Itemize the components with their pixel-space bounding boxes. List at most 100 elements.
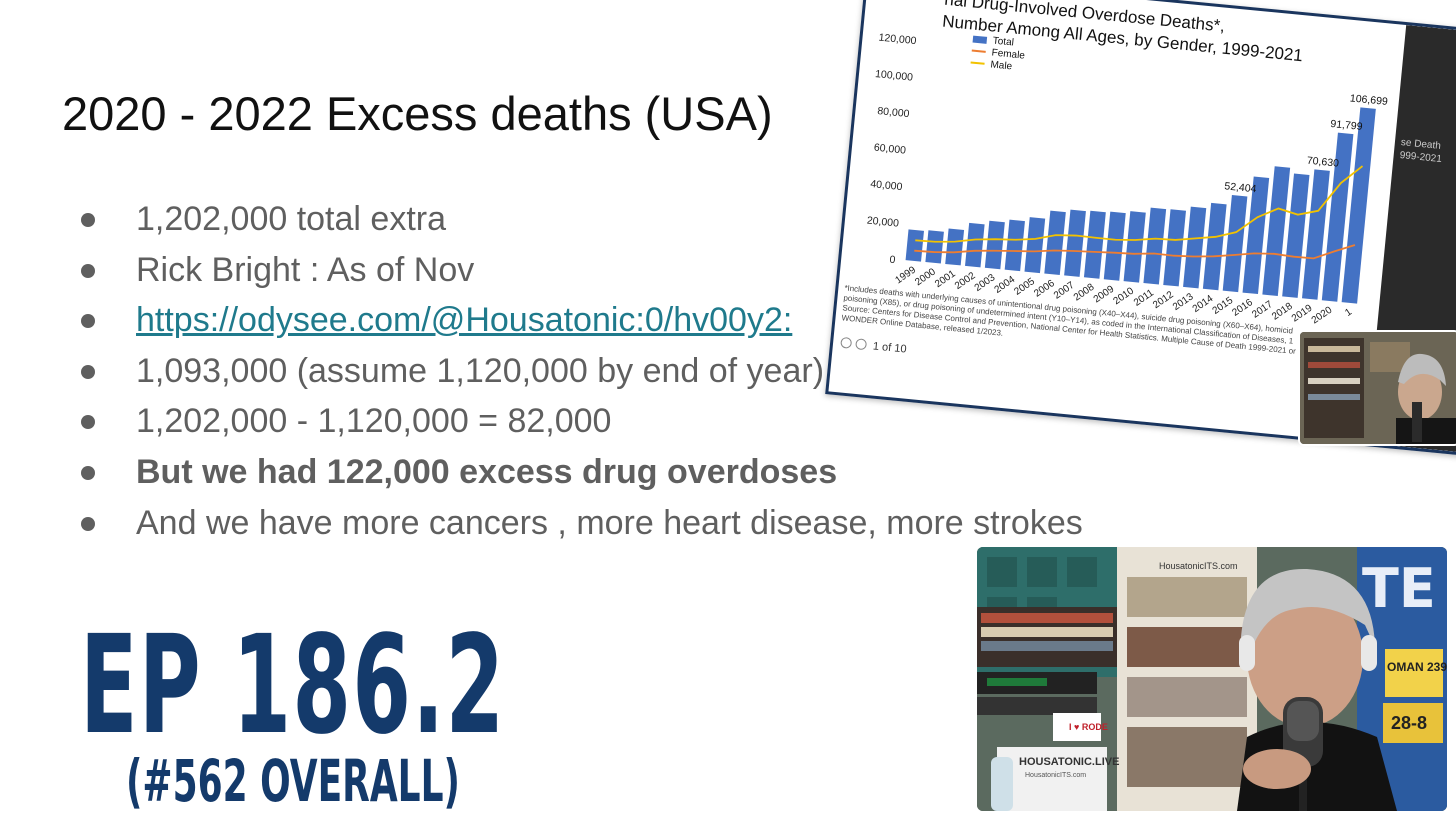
nav-prev-icon[interactable]: [840, 337, 852, 349]
odysee-link[interactable]: https://odysee.com/@Housatonic:0/hv00y2:: [136, 301, 793, 340]
bar-total: [1143, 207, 1167, 285]
bullet-dot: [81, 415, 95, 430]
legend-swatch: [970, 61, 985, 65]
bar-total: [1202, 202, 1227, 291]
legend-label: Male: [990, 59, 1013, 72]
x-tick-label: 2000: [913, 266, 938, 288]
page-indicator: 1 of 10: [872, 340, 907, 355]
bar-total: [1183, 206, 1207, 289]
x-tick-label: 2005: [1012, 276, 1037, 298]
bar-total: [945, 228, 965, 266]
bullet-dot: [81, 213, 95, 227]
bullet-list: 1,202,000 total extra Rick Bright : As o…: [78, 196, 1083, 550]
data-label: 70,630: [1306, 155, 1339, 170]
bar-total: [965, 222, 985, 268]
bar-total: [1301, 169, 1330, 300]
y-tick-label: 40,000: [870, 178, 903, 193]
line-male: [915, 165, 1364, 243]
bar-total: [1004, 219, 1025, 272]
big-letters: TE: [1362, 557, 1436, 620]
slide-title: 2020 - 2022 Excess deaths (USA): [62, 87, 773, 140]
bullet-text: 1,202,000 total extra: [136, 200, 447, 238]
side-text-2: 999-2021: [1399, 150, 1443, 165]
x-tick-label: 2003: [973, 272, 998, 294]
bar-total: [1064, 209, 1086, 277]
y-tick-label: 80,000: [877, 105, 910, 120]
x-tick-label: 2019: [1290, 303, 1315, 325]
bullet-text: 1,093,000 (assume 1,120,000 by end of ye…: [136, 351, 825, 390]
bullet-item: Rick Bright : As of Nov: [78, 247, 1083, 298]
episode-overall: (#562 OVERALL): [126, 747, 460, 815]
bar-total: [1123, 211, 1146, 283]
nav-next-icon[interactable]: [855, 338, 867, 350]
bullet-item: 1,202,000 total extra: [78, 196, 1083, 247]
bar-total: [1103, 211, 1126, 281]
webcam-main: HousatonicITS.com HOUSATONIC.LIVE Housat…: [977, 547, 1447, 811]
data-label: 52,404: [1224, 180, 1257, 195]
webcam-small-scene: [1300, 332, 1456, 444]
bar-total: [925, 230, 944, 264]
y-tick-label: 20,000: [866, 215, 899, 230]
bullet-text: But we had 122,000 excess drug overdoses: [136, 452, 838, 491]
desk-sign: HOUSATONIC.LIVE: [1019, 756, 1119, 768]
webcam-main-scene: HousatonicITS.com HOUSATONIC.LIVE Housat…: [977, 547, 1447, 811]
bar-total: [1321, 132, 1354, 302]
x-tick-label: 2010: [1111, 285, 1136, 307]
x-tick-label: 2001: [933, 268, 958, 290]
episode-number: EP 186.2: [80, 607, 506, 765]
bar-total: [984, 220, 1005, 270]
y-tick-label: 0: [889, 254, 896, 267]
x-tick-label: 1: [1343, 306, 1354, 318]
plate-1: OMAN 23963: [1387, 660, 1447, 674]
bar-total: [905, 229, 924, 262]
bar-total: [1341, 107, 1376, 304]
x-tick-label: 2020: [1310, 304, 1335, 326]
x-tick-label: 2015: [1211, 295, 1236, 317]
legend-swatch: [972, 35, 988, 44]
x-tick-label: 2004: [993, 274, 1018, 296]
bullet-dot: [81, 263, 95, 278]
data-label: 91,799: [1330, 118, 1363, 133]
x-tick-label: 2014: [1191, 293, 1216, 315]
bar-total: [1222, 195, 1248, 293]
bullet-item: 1,093,000 (assume 1,120,000 by end of ye…: [78, 348, 1083, 399]
data-label: 106,699: [1349, 92, 1388, 108]
legend-swatch: [971, 49, 986, 53]
x-tick-label: 2009: [1092, 283, 1117, 305]
shelf-sign: HousatonicITS.com: [1159, 561, 1238, 571]
side-text-1: se Death: [1400, 137, 1441, 152]
line-female: [914, 244, 1356, 260]
bar-total: [1083, 210, 1106, 279]
bar-total: [1242, 176, 1270, 295]
sticker: I ♥ RODE: [1069, 722, 1108, 732]
y-tick-label: 100,000: [875, 68, 914, 84]
bullet-dot: [81, 465, 95, 480]
bar-total: [1044, 210, 1066, 275]
bullet-item: But we had 122,000 excess drug overdoses: [78, 449, 1083, 500]
y-tick-label: 120,000: [878, 32, 917, 48]
x-tick-label: 2007: [1052, 280, 1077, 302]
bar-total: [1282, 173, 1310, 298]
bullet-item-link[interactable]: https://odysee.com/@Housatonic:0/hv00y2:: [78, 297, 1083, 348]
x-tick-label: 2006: [1032, 278, 1057, 300]
legend-label: Total: [992, 36, 1014, 49]
x-tick-label: 2016: [1230, 297, 1255, 319]
bar-total: [1024, 217, 1046, 274]
bullet-dot: [81, 364, 95, 379]
bullet-text: Rick Bright : As of Nov: [136, 250, 475, 289]
desk-sign-sub: HousatonicITS.com: [1025, 772, 1086, 779]
x-tick-label: 2013: [1171, 291, 1196, 313]
bullet-dot: [81, 314, 95, 329]
webcam-small: [1298, 330, 1456, 446]
legend-label: Female: [991, 47, 1026, 61]
x-tick-label: 2002: [953, 270, 978, 292]
x-tick-label: 2008: [1072, 282, 1097, 304]
bullet-text: 1,202,000 - 1,120,000 = 82,000: [136, 402, 612, 441]
x-tick-label: 2018: [1270, 301, 1295, 323]
x-tick-label: 2012: [1151, 289, 1176, 311]
bullet-dot: [81, 516, 95, 531]
bar-total: [1163, 209, 1186, 287]
bullet-text: And we have more cancers , more heart di…: [136, 503, 1083, 542]
bullet-item: 1,202,000 - 1,120,000 = 82,000: [78, 398, 1083, 449]
y-tick-label: 60,000: [873, 142, 906, 157]
